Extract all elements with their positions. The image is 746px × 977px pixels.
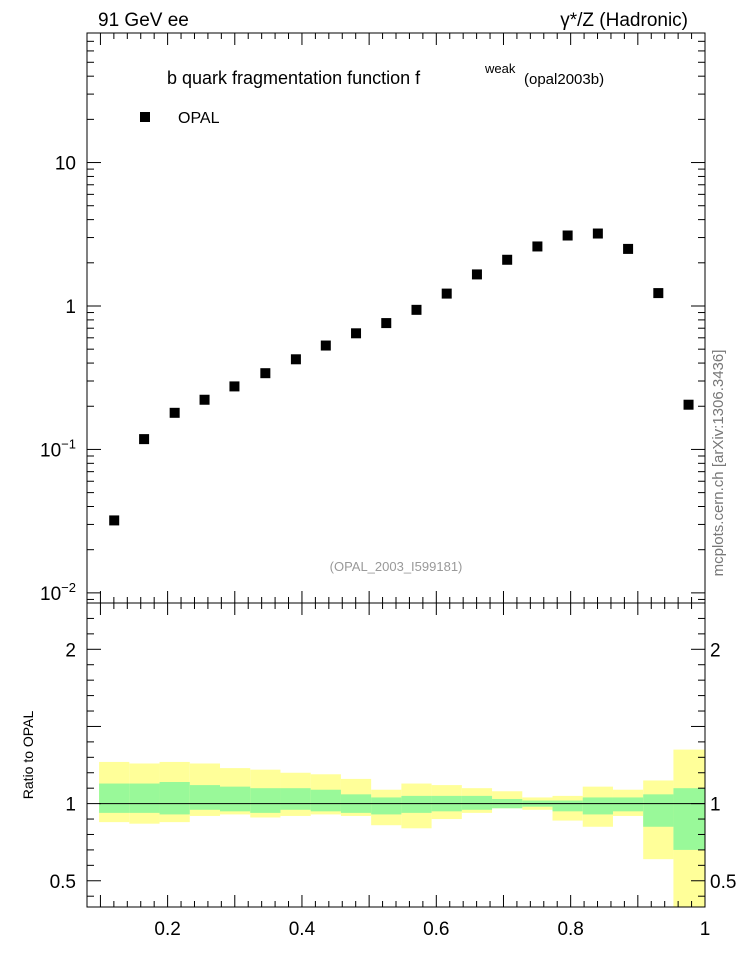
data-point (320, 340, 331, 351)
x-tick-label: 0.6 (423, 919, 449, 940)
ratio-y-tick-label-left: 0.5 (50, 872, 76, 893)
header-left: 91 GeV ee (98, 10, 189, 31)
plot-title: b quark fragmentation function f (167, 68, 421, 88)
ratio-y-tick-label-right: 2 (710, 640, 721, 661)
ratio-y-tick-label-left: 2 (65, 640, 76, 661)
data-point (229, 381, 240, 392)
ratio-inner-band-bin (220, 786, 251, 812)
ratio-inner-band-bin (280, 788, 311, 810)
main-y-tick-label: 1 (65, 297, 76, 318)
data-point (290, 354, 301, 365)
data-point (471, 269, 482, 280)
data-point (532, 241, 543, 252)
data-point (109, 515, 120, 526)
data-point (351, 328, 362, 339)
x-tick-label: 1 (700, 919, 711, 940)
legend-label: OPAL (178, 110, 220, 127)
data-point (623, 243, 634, 254)
ratio-y-tick-label-right: 0.5 (710, 872, 736, 893)
data-point (653, 288, 664, 299)
axes (86, 32, 706, 908)
ratio-inner-band-bin (461, 795, 493, 810)
ratio-inner-band-bin (552, 800, 583, 812)
header-right: γ*/Z (Hadronic) (560, 10, 688, 31)
main-y-tick-label: 10−1 (40, 436, 76, 461)
data-point (139, 434, 150, 445)
ratio-y-tick-label-left: 1 (65, 795, 76, 816)
ratio-inner-band-bin (582, 797, 613, 815)
plot-title-superscript: weak (484, 61, 516, 76)
ratio-inner-band-bin (250, 788, 281, 813)
data-point (562, 230, 573, 241)
tick-labels: 10 1 10−1 10−2 2 2 1 1 0.5 0.5 0.2 0.4 0.6 0.8 1 (40, 154, 736, 940)
plot-title-suffix: (opal2003b) (524, 71, 604, 88)
ratio-inner-band-bin (612, 797, 644, 812)
ratio-y-tick-label-right: 1 (710, 795, 721, 816)
main-data-points (109, 228, 694, 526)
ratio-inner-band-bin (129, 783, 160, 813)
legend-marker (140, 112, 150, 122)
ratio-inner-band-bin (371, 797, 402, 815)
data-point (381, 318, 392, 329)
analysis-id: (OPAL_2003_I599181) (330, 559, 463, 574)
x-tick-label: 0.8 (557, 919, 583, 940)
ratio-inner-band-bin (189, 785, 221, 810)
side-label: mcplots.cern.ch [arXiv:1306.3436] (710, 350, 727, 577)
data-point (411, 304, 422, 315)
ratio-frame (86, 602, 706, 908)
ratio-bands (99, 749, 705, 907)
data-point (199, 394, 210, 405)
data-point (502, 254, 513, 265)
ratio-inner-band-bin (643, 794, 674, 827)
data-point (260, 368, 271, 379)
ratio-inner-band-bin (401, 795, 432, 813)
x-tick-label: 0.4 (289, 919, 316, 940)
main-y-tick-label: 10 (55, 154, 76, 175)
ratio-inner-band-bin (99, 783, 130, 813)
ratio-inner-band-bin (310, 789, 341, 812)
x-tick-label: 0.2 (154, 919, 180, 940)
data-point (592, 228, 603, 239)
main-y-tick-label: 10−2 (40, 580, 76, 605)
ratio-inner-band-bin (159, 782, 190, 815)
ratio-ylabel: Ratio to OPAL (20, 711, 36, 800)
data-point (683, 399, 694, 410)
data-point (169, 407, 180, 418)
data-point (441, 288, 452, 299)
